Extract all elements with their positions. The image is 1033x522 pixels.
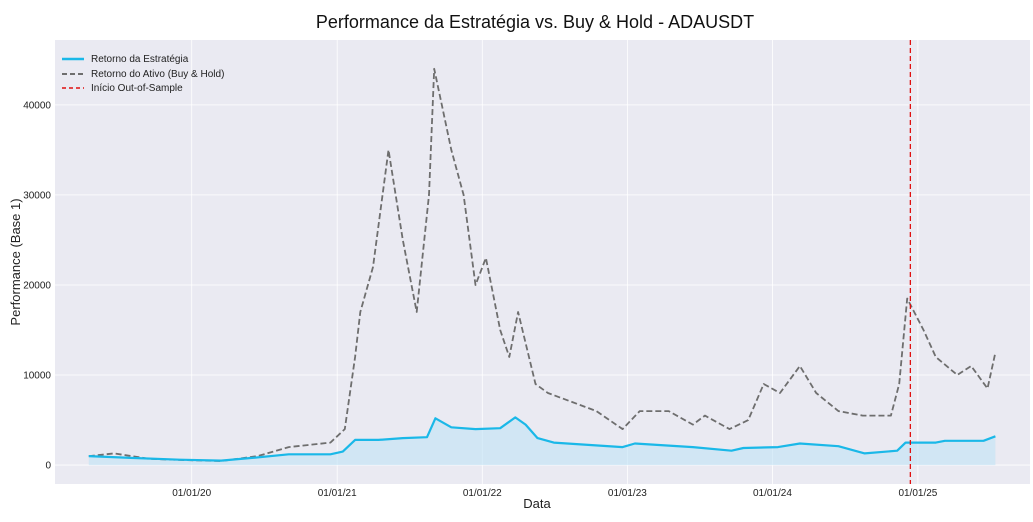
strategy-series-line <box>88 416 996 462</box>
axes: 0 10000 20000 30000 40000 01/01/20 01/01/21 01/… <box>23 100 938 499</box>
y-tick-label: 0 <box>45 461 51 472</box>
x-tick-label: 01/01/24 <box>753 488 792 499</box>
x-tick-label: 01/01/23 <box>608 488 647 499</box>
x-tick-label: 01/01/25 <box>898 488 937 499</box>
y-tick-label: 40000 <box>23 100 51 111</box>
y-axis-label: Performance (Base 1) <box>8 198 23 325</box>
x-tick-label: 01/01/22 <box>463 488 502 499</box>
legend-label-out-of-sample: Início Out-of-Sample <box>91 83 183 94</box>
plot-area <box>55 40 1030 484</box>
series-group <box>88 40 997 484</box>
buyhold-series-line <box>88 67 997 462</box>
x-tick-label: 01/01/20 <box>172 488 211 499</box>
x-axis-label: Data <box>523 496 551 511</box>
y-tick-label: 10000 <box>23 371 51 382</box>
y-tick-label: 20000 <box>23 280 51 291</box>
grid <box>55 40 1030 484</box>
x-tick-label: 01/01/21 <box>318 488 357 499</box>
strategy-fill-area <box>88 417 996 466</box>
y-tick-label: 30000 <box>23 190 51 201</box>
chart-title: Performance da Estratégia vs. Buy & Hold… <box>316 12 754 32</box>
legend-label-strategy: Retorno da Estratégia <box>91 54 189 65</box>
legend-label-buyhold: Retorno do Ativo (Buy & Hold) <box>91 69 224 80</box>
legend: Retorno da Estratégia Retorno do Ativo (… <box>62 54 224 94</box>
